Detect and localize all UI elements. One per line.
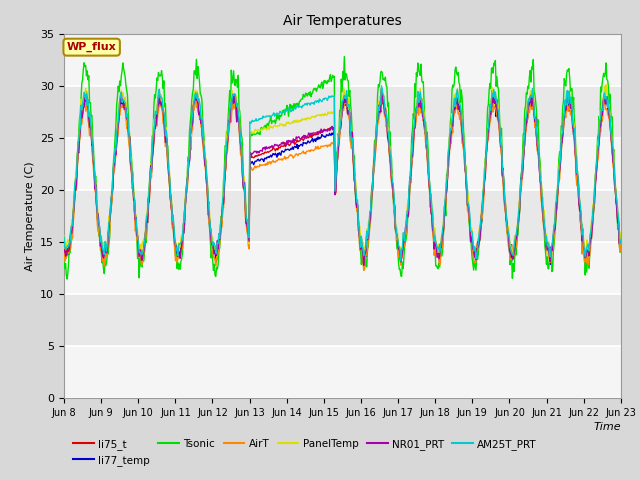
Legend: li75_t, li77_temp, Tsonic, AirT, PanelTemp, NR01_PRT, AM25T_PRT: li75_t, li77_temp, Tsonic, AirT, PanelTe… <box>69 434 541 470</box>
Text: Time: Time <box>593 422 621 432</box>
Bar <box>64 138 621 190</box>
Bar <box>64 34 621 86</box>
Title: Air Temperatures: Air Temperatures <box>283 14 402 28</box>
Text: WP_flux: WP_flux <box>67 42 116 52</box>
Y-axis label: Air Temperature (C): Air Temperature (C) <box>24 161 35 271</box>
Bar <box>64 346 621 398</box>
Bar <box>64 242 621 294</box>
